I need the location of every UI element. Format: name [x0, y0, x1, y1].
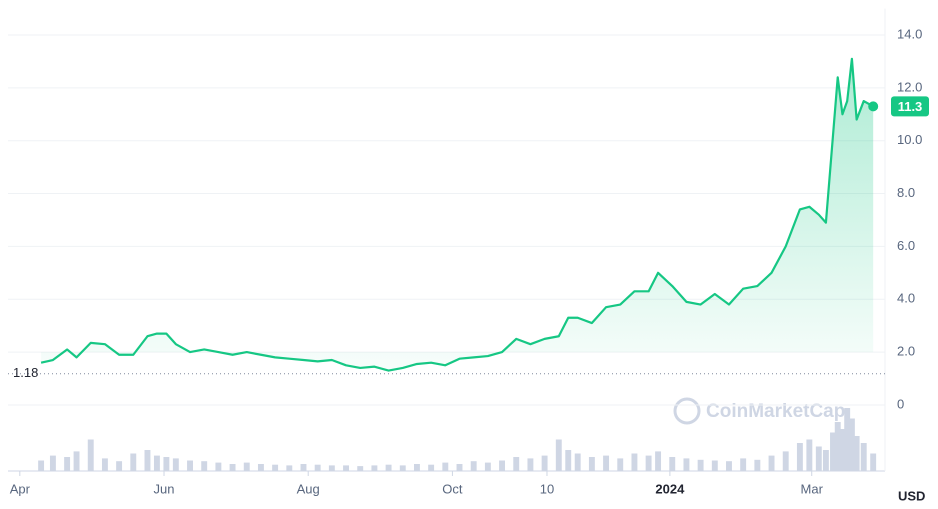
volume-bar: [499, 460, 506, 471]
volume-bar: [683, 458, 690, 471]
volume-bar: [399, 465, 406, 471]
volume-bar: [645, 455, 652, 471]
volume-bar: [229, 464, 236, 471]
reference-label: 1.18: [13, 365, 38, 380]
x-tick-label: Aug: [297, 481, 320, 496]
volume-bar: [64, 457, 71, 471]
volume-bar: [243, 462, 250, 471]
volume-bar: [385, 464, 392, 471]
x-tick-label: Oct: [442, 481, 463, 496]
y-tick-label: 6.0: [897, 238, 915, 253]
volume-bar: [853, 436, 860, 471]
volume-bar: [272, 464, 279, 471]
volume-bar: [328, 465, 335, 471]
volume-bar: [428, 464, 435, 471]
volume-bar: [631, 453, 638, 471]
volume-bar: [830, 432, 836, 471]
volume-bar: [442, 462, 449, 471]
volume-bar: [38, 460, 45, 471]
volume-bar: [844, 408, 851, 471]
volume-bar: [565, 450, 572, 471]
last-point: [868, 101, 879, 112]
volume-bar: [768, 455, 775, 471]
volume-bar: [314, 464, 321, 471]
y-tick-label: 14.0: [897, 26, 922, 41]
y-tick-label: 8.0: [897, 185, 915, 200]
volume-bar: [163, 457, 170, 471]
x-tick-label: Mar: [801, 481, 824, 496]
volume-bar: [371, 465, 378, 471]
volume-bar: [300, 464, 307, 471]
volume-bar: [470, 461, 477, 471]
volume-bar: [655, 451, 662, 471]
volume-bar: [574, 453, 581, 471]
volume-bar: [541, 455, 548, 471]
x-tick-label: 10: [540, 481, 554, 496]
volume-bar: [187, 460, 193, 471]
volume-bar: [603, 455, 610, 471]
volume-bar: [839, 429, 846, 471]
volume-bar: [782, 451, 789, 471]
area: [41, 58, 874, 371]
volume-bar: [848, 418, 855, 471]
volume-bar: [73, 451, 80, 471]
volume-bar: [711, 460, 718, 471]
price-badge: [891, 96, 929, 117]
volume-bar: [669, 457, 676, 471]
volume-bar: [215, 462, 222, 471]
volume-bar: [484, 462, 491, 471]
volume-bar: [754, 459, 761, 471]
x-tick-label: Apr: [10, 481, 31, 496]
volume-bar: [153, 455, 160, 471]
volume-bar: [588, 457, 595, 471]
y-tick-label: 10.0: [897, 132, 922, 147]
volume-bar: [796, 443, 803, 471]
volume-bar: [130, 453, 137, 471]
volume-bar: [860, 443, 867, 471]
volume-bar: [201, 461, 208, 471]
volume-bar: [87, 439, 94, 471]
price-line: [40, 57, 874, 372]
y-tick-label: 4.0: [897, 291, 915, 306]
volume-bar: [513, 457, 520, 471]
volume-bar: [617, 458, 624, 471]
unit-label: USD: [898, 488, 925, 503]
volume-bar: [555, 439, 562, 471]
volume-bar: [834, 422, 841, 471]
y-tick-label: 2.0: [897, 344, 915, 359]
volume-bar: [527, 458, 534, 471]
volume-bar: [870, 453, 877, 471]
volume-bar: [144, 450, 151, 471]
volume-bar: [740, 458, 747, 471]
y-tick-label: 12.0: [897, 79, 922, 94]
volume-bar: [697, 459, 704, 471]
volume-bar: [172, 458, 179, 471]
volume-bar: [343, 465, 349, 471]
volume-bar: [116, 461, 123, 471]
x-tick-label: Jun: [154, 481, 175, 496]
price-badge-label: 11.3: [898, 99, 923, 114]
volume-bar: [101, 458, 108, 471]
y-tick-label: 0: [897, 396, 904, 411]
watermark-text: CoinMarketCap: [706, 401, 845, 422]
watermark: CoinMarketCap: [673, 397, 845, 425]
volume-bar: [357, 466, 364, 471]
x-tick-label: 2024: [655, 481, 685, 496]
volume-bar: [49, 455, 56, 471]
volume-bar: [286, 465, 293, 471]
volume-bar: [726, 461, 732, 471]
volume-bar: [413, 464, 420, 471]
volume-bar: [806, 439, 813, 471]
volume-bar: [815, 446, 822, 471]
volume-bar: [456, 464, 463, 471]
volume-bar: [822, 450, 829, 471]
volume-bar: [257, 464, 264, 471]
